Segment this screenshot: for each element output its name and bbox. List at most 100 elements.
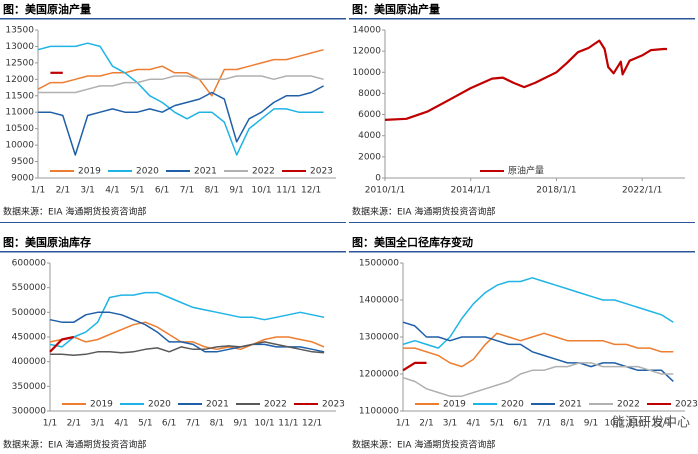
y-tick-label: 10000 [5, 141, 34, 151]
x-tick-label: 7/1 [537, 419, 551, 429]
series-line [403, 332, 674, 368]
x-tick-label: 12/1 [302, 419, 322, 429]
series-line [49, 291, 325, 348]
x-tick-label: 6/1 [162, 419, 176, 429]
series-line [402, 277, 674, 349]
x-tick-label: 11/1 [276, 186, 296, 196]
series-line [402, 362, 674, 397]
x-tick-label: 4/1 [114, 419, 128, 429]
y-tick-label: 10000 [352, 68, 381, 78]
series-line [49, 321, 325, 351]
y-tick-label: 13500 [5, 26, 34, 36]
source-note: 数据来源：EIA 海通期货投资咨询部 [3, 206, 146, 218]
x-tick-label: 2/1 [56, 186, 70, 196]
x-tick-label: 10/1 [604, 419, 624, 429]
x-tick-label: 11/1 [278, 419, 298, 429]
y-tick-label: 13000 [5, 42, 34, 52]
x-tick-label: 2/1 [419, 419, 433, 429]
x-tick-label: 3/1 [80, 186, 94, 196]
y-tick-label: 550000 [12, 283, 47, 293]
legend-label: 2023 [675, 400, 698, 410]
y-tick-label: 1200000 [359, 370, 399, 380]
y-tick-label: 12000 [352, 47, 381, 57]
y-tick-label: 400000 [12, 357, 47, 367]
series-line [37, 48, 324, 97]
source-note: 数据来源：EIA 海通期货投资咨询部 [352, 206, 495, 218]
series-line [49, 335, 75, 353]
y-tick-label: 2000 [358, 152, 381, 162]
title-rule [349, 251, 695, 253]
x-tick-label: 2010/1/1 [365, 186, 405, 196]
legend-label: 2023 [310, 167, 333, 177]
legend-label: 2023 [322, 400, 345, 410]
legend-label: 2021 [559, 400, 582, 410]
x-tick-label: 5/1 [130, 186, 144, 196]
legend-label: 2022 [617, 400, 640, 410]
legend-label: 2021 [206, 400, 229, 410]
y-tick-label: 11000 [5, 108, 34, 118]
x-tick-label: 10/1 [254, 419, 274, 429]
legend-label: 原油产量 [508, 165, 544, 177]
y-tick-label: 12500 [5, 58, 34, 68]
y-tick-label: 600000 [12, 259, 47, 269]
y-tick-label: 1400000 [359, 296, 399, 306]
y-tick-label: 1300000 [359, 333, 399, 343]
y-tick-label: 500000 [12, 308, 47, 318]
x-tick-label: 1/1 [396, 419, 410, 429]
series-line [37, 42, 324, 156]
legend-label: 2020 [136, 167, 159, 177]
title-rule [0, 251, 346, 253]
x-tick-label: 12/1 [301, 186, 321, 196]
x-tick-label: 6/1 [155, 186, 169, 196]
y-tick-label: 14000 [352, 26, 381, 36]
x-tick-label: 2022/1/1 [622, 186, 662, 196]
y-tick-label: 11500 [5, 91, 34, 101]
y-tick-label: 450000 [12, 333, 47, 343]
title-rule [0, 18, 346, 20]
chart-title: 图：美国原油库存 [3, 235, 91, 249]
x-tick-label: 4/1 [466, 419, 480, 429]
legend-label: 2020 [148, 400, 171, 410]
source-note: 数据来源：EIA 海通期货投资咨询部 [352, 439, 495, 451]
x-tick-label: 5/1 [138, 419, 152, 429]
x-tick-label: 9/1 [584, 419, 598, 429]
x-tick-label: 8/1 [560, 419, 574, 429]
title-rule [349, 18, 695, 20]
chart-title: 图：美国原油产量 [352, 2, 440, 16]
legend-label: 2019 [78, 167, 101, 177]
y-tick-label: 8000 [358, 89, 381, 99]
source-note: 数据来源：EIA 海通期货投资咨询部 [3, 439, 146, 451]
x-tick-label: 7/1 [180, 186, 194, 196]
legend-label: 2019 [90, 400, 113, 410]
series-line [402, 361, 427, 372]
legend-label: 2022 [264, 400, 287, 410]
x-tick-label: 3/1 [443, 419, 457, 429]
y-tick-label: 350000 [12, 382, 47, 392]
legend-label: 2019 [443, 400, 466, 410]
x-tick-label: 8/1 [205, 186, 219, 196]
x-tick-label: 2014/1/1 [451, 186, 491, 196]
x-tick-label: 9/1 [229, 186, 243, 196]
y-tick-label: 12000 [5, 75, 34, 85]
x-tick-label: 3/1 [90, 419, 104, 429]
series-line [49, 311, 325, 353]
y-tick-label: 4000 [358, 131, 381, 141]
watermark: 能源研发中心 [612, 415, 690, 431]
series-line [50, 341, 325, 357]
chart-title: 图：美国原油产量 [3, 2, 91, 16]
y-tick-label: 1500000 [359, 259, 399, 269]
legend-label: 2021 [194, 167, 217, 177]
legend-label: 2022 [252, 167, 275, 177]
x-tick-label: 6/1 [513, 419, 527, 429]
x-tick-label: 5/1 [490, 419, 504, 429]
y-tick-label: 9500 [11, 157, 34, 167]
series-line [38, 85, 324, 156]
y-tick-label: 0 [375, 174, 381, 184]
x-tick-label: 8/1 [210, 419, 224, 429]
x-tick-label: 11/1 [628, 419, 648, 429]
x-tick-label: 2/1 [67, 419, 81, 429]
x-tick-label: 1/1 [43, 419, 57, 429]
y-tick-label: 300000 [12, 407, 47, 417]
series-line [38, 75, 324, 94]
